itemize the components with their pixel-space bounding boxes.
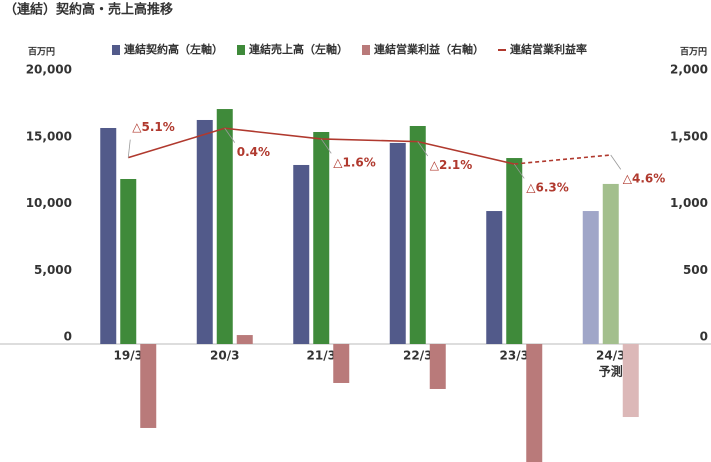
bar: [140, 344, 157, 428]
bar: [602, 183, 619, 344]
y2-tick-label: 500: [683, 263, 708, 277]
x-tick-label: 24/3: [596, 349, 625, 363]
y-axis-unit: 百万円: [28, 47, 55, 58]
bar: [313, 132, 330, 344]
value-label: 0.4%: [237, 145, 270, 159]
legend-label: 連結営業利益率: [510, 42, 587, 56]
x-tick-label: 20/3: [210, 349, 239, 363]
bar: [486, 211, 503, 344]
bar: [429, 344, 446, 389]
bar: [582, 211, 599, 344]
y-tick-label: 0: [64, 330, 72, 344]
label-leader: [320, 138, 332, 154]
x-tick-label: 19/3: [114, 349, 143, 363]
y2-tick-label: 1,000: [670, 196, 708, 210]
bar: [389, 142, 406, 344]
y-tick-label: 15,000: [26, 129, 72, 143]
y2-axis-unit: 百万円: [680, 47, 707, 58]
bar: [526, 344, 543, 462]
x-tick-label: 23/3: [500, 349, 529, 363]
value-label: △1.6%: [333, 155, 376, 169]
bar: [409, 125, 426, 344]
y2-tick-label: 2,000: [670, 63, 708, 77]
bar: [196, 119, 213, 344]
bar: [100, 127, 117, 344]
legend-swatch: [112, 45, 120, 55]
legend-label: 連結売上高（左軸）: [249, 42, 348, 56]
value-label: △5.1%: [132, 120, 175, 134]
y-tick-label: 20,000: [26, 63, 72, 77]
label-leader: [127, 139, 131, 158]
value-label: △4.6%: [623, 171, 666, 185]
value-label: △2.1%: [430, 158, 473, 172]
bar: [236, 335, 253, 344]
forecast-label: 予測: [599, 364, 623, 379]
y2-tick-label: 0: [700, 330, 708, 344]
label-leader: [417, 141, 429, 157]
value-label: △6.3%: [526, 181, 569, 195]
legend-label: 連結契約高（左軸）: [124, 42, 223, 56]
bar: [622, 344, 639, 418]
chart-title: （連結）契約高・売上高推移: [4, 2, 173, 18]
bar: [216, 109, 233, 344]
bar: [506, 158, 523, 344]
y-tick-label: 5,000: [34, 263, 72, 277]
bar: [120, 178, 137, 344]
x-tick-label: 21/3: [307, 349, 336, 363]
legend-swatch: [237, 45, 245, 55]
label-leader: [610, 154, 622, 170]
ratio-line-forecast: [514, 154, 611, 165]
legend-label: 連結営業利益（右軸）: [374, 42, 484, 56]
label-leader: [513, 163, 525, 179]
legend-swatch: [362, 45, 370, 55]
bar: [333, 344, 350, 383]
label-leader: [224, 128, 236, 143]
y-tick-label: 10,000: [26, 196, 72, 210]
x-tick-label: 22/3: [403, 349, 432, 363]
y2-tick-label: 1,500: [670, 129, 708, 143]
bar: [293, 164, 310, 344]
